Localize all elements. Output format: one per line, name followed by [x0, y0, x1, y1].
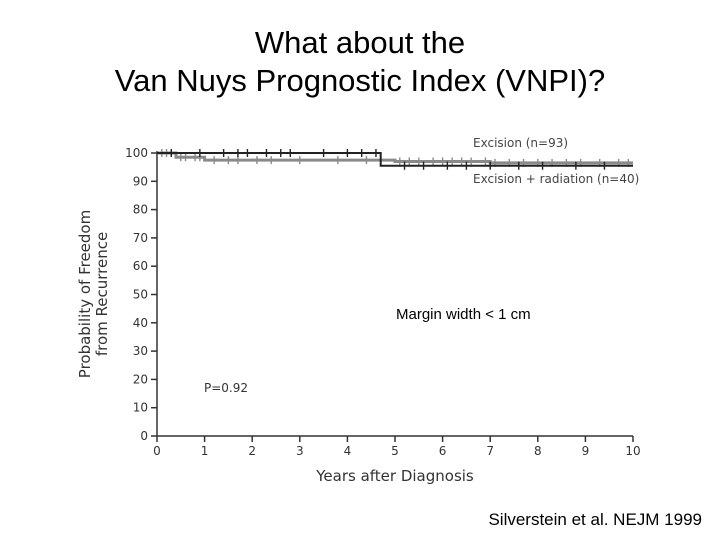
margin-width-annotation: Margin width < 1 cm: [396, 306, 531, 323]
y-tick-label: 80: [133, 203, 148, 217]
x-tick-label: 10: [625, 444, 640, 458]
x-tick-label: 2: [248, 444, 256, 458]
y-tick-label: 100: [125, 146, 148, 160]
y-tick-label: 20: [133, 372, 148, 386]
x-tick-label: 7: [486, 444, 494, 458]
legend-excision-radiation: Excision + radiation (n=40): [473, 172, 639, 186]
y-tick-label: 30: [133, 344, 148, 358]
x-tick-label: 6: [439, 444, 447, 458]
slide-title-line1: What about the: [254, 25, 466, 60]
y-axis-title-line1: Probability of Freedom: [76, 210, 94, 378]
series-line-2: [157, 152, 633, 167]
y-axis-title-line2: from Recurrence: [93, 232, 111, 356]
x-tick-label: 4: [344, 444, 352, 458]
y-tick-label: 90: [133, 174, 148, 188]
y-tick-label: 50: [133, 288, 148, 302]
x-tick-label: 9: [582, 444, 590, 458]
citation: Silverstein et al. NEJM 1999: [488, 510, 702, 529]
slide-title: What about the Van Nuys Prognostic Index…: [0, 24, 720, 100]
x-axis-title: Years after Diagnosis: [315, 467, 474, 485]
legend-excision: Excision (n=93): [473, 136, 568, 150]
x-tick-label: 3: [296, 444, 304, 458]
slide-title-line2: Van Nuys Prognostic Index (VNPI)?: [114, 63, 606, 98]
y-tick-label: 10: [133, 401, 148, 415]
y-tick-label: 70: [133, 231, 148, 245]
chart-series-layer: [157, 149, 633, 170]
x-tick-label: 8: [534, 444, 542, 458]
y-tick-label: 40: [133, 316, 148, 330]
x-tick-label: 1: [201, 444, 209, 458]
chart-axes: 0 10 20 30 40 50 60 70 80 90 100 0 1 2 3 4 5 6 7 8 9 10: [125, 146, 641, 458]
chart-legend: Excision (n=93) Excision + radiation (n=4…: [473, 136, 639, 186]
x-tick-label: 5: [391, 444, 399, 458]
y-tick-label: 60: [133, 259, 148, 273]
p-value-label: P=0.92: [204, 381, 248, 395]
x-tick-label: 0: [153, 444, 161, 458]
y-tick-label: 0: [140, 429, 148, 443]
